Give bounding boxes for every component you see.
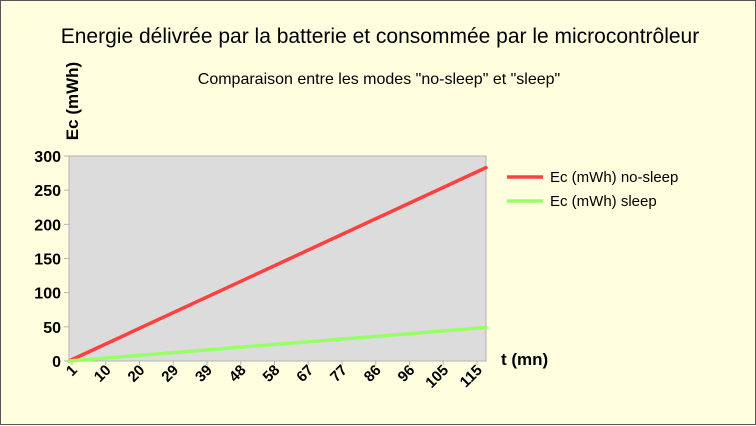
- x-tick-label: 86: [361, 362, 385, 386]
- series-lines: [67, 165, 488, 363]
- x-axis: 1 10 20 29 39 48 58 67 77 86 96 105 115: [63, 360, 486, 392]
- y-axis-title: Ec (mWh): [63, 62, 82, 140]
- x-tick-label: 105: [422, 362, 452, 392]
- x-tick-label: 20: [125, 362, 149, 386]
- x-axis-title: t (mn): [501, 350, 548, 369]
- y-tick-label: 100: [34, 286, 61, 303]
- y-tick-label: 150: [34, 252, 61, 269]
- x-tick-label: 10: [91, 362, 115, 386]
- x-tick-label: 115: [457, 362, 486, 391]
- chart-subtitle: Comparaison entre les modes "no-sleep" e…: [198, 71, 560, 88]
- legend-label: Ec (mWh) sleep: [550, 193, 657, 210]
- legend-label: Ec (mWh) no-sleep: [550, 169, 678, 186]
- y-tick-label: 200: [34, 217, 61, 234]
- x-tick-label: 48: [226, 362, 250, 386]
- plot-area: [68, 155, 487, 362]
- y-tick-label: 250: [34, 183, 61, 200]
- y-tick-label: 0: [52, 354, 61, 371]
- x-tick-label: 58: [260, 362, 284, 386]
- series-line-no-sleep: [67, 165, 488, 363]
- x-tick-label: 77: [327, 362, 351, 386]
- chart-title: Energie délivrée par la batterie et cons…: [61, 25, 699, 48]
- y-axis: 0 50 100 150 200 250 300: [34, 149, 70, 371]
- x-tick-label: 39: [192, 362, 216, 386]
- series-line-sleep: [67, 325, 488, 363]
- y-tick-label: 300: [34, 149, 61, 166]
- y-tick-label: 50: [43, 320, 61, 337]
- legend: Ec (mWh) no-sleep Ec (mWh) sleep: [507, 169, 678, 210]
- x-tick-label: 96: [395, 362, 419, 386]
- x-tick-label: 67: [293, 362, 317, 386]
- x-tick-label: 29: [158, 362, 182, 386]
